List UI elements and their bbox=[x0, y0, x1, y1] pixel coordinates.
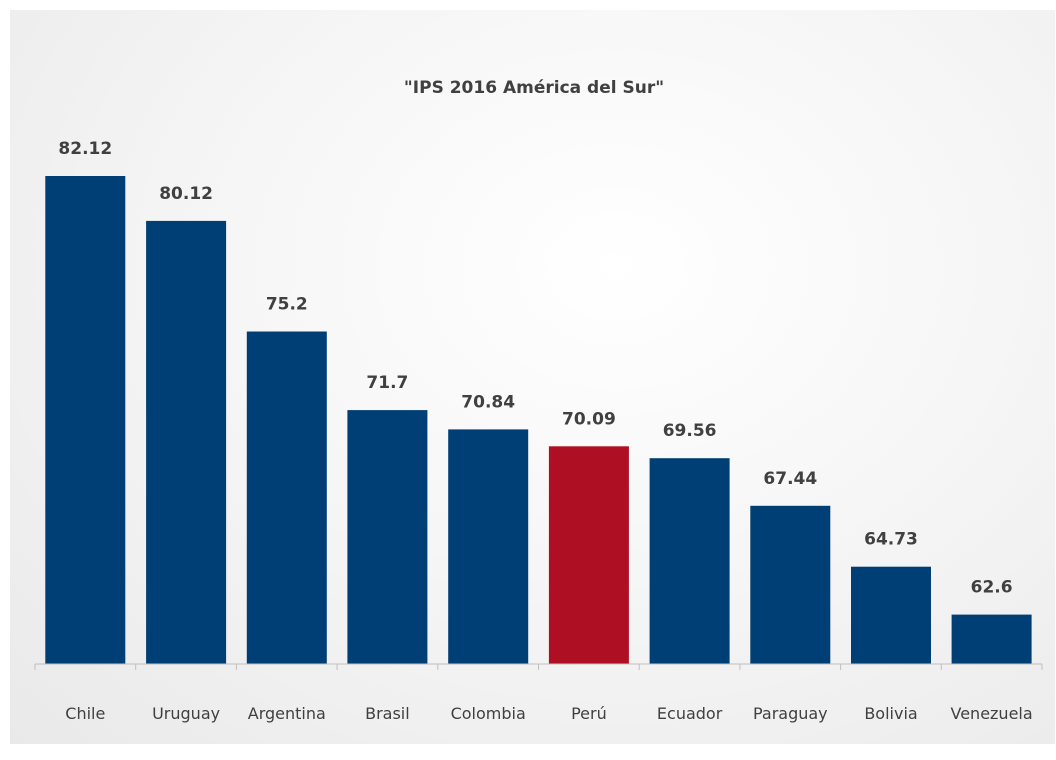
bar-chile bbox=[45, 176, 126, 664]
bar-ecuador bbox=[649, 458, 730, 664]
value-label-bolivia: 64.73 bbox=[864, 530, 918, 550]
value-label-venezuela: 62.6 bbox=[971, 578, 1013, 598]
tick-label-chile: Chile bbox=[65, 704, 105, 723]
value-label-peru: 70.09 bbox=[562, 409, 616, 429]
tick-label-venezuela: Venezuela bbox=[951, 704, 1033, 723]
bar-colombia bbox=[448, 429, 529, 664]
tick-label-peru: Perú bbox=[571, 704, 607, 723]
value-label-ecuador: 69.56 bbox=[663, 421, 717, 441]
bar-brasil bbox=[347, 410, 428, 664]
bars bbox=[45, 176, 1032, 664]
tick-label-ecuador: Ecuador bbox=[657, 704, 723, 723]
bar-bolivia bbox=[851, 566, 931, 664]
tick-label-uruguay: Uruguay bbox=[152, 704, 220, 723]
bar-uruguay bbox=[146, 220, 227, 664]
x-tick-labels: Chile Uruguay Argentina Brasil Colombia Perú E… bbox=[65, 704, 1032, 723]
tick-label-colombia: Colombia bbox=[451, 704, 526, 723]
bar-peru bbox=[548, 446, 629, 664]
tick-label-brasil: Brasil bbox=[365, 704, 410, 723]
x-axis bbox=[34, 663, 1043, 670]
value-labels: 82.12 80.12 75.2 71.7 70.84 70.09 69.56 67.44 64… bbox=[58, 139, 1012, 598]
value-label-uruguay: 80.12 bbox=[159, 184, 213, 204]
tick-label-bolivia: Bolivia bbox=[864, 704, 917, 723]
bar-argentina bbox=[246, 331, 327, 664]
value-label-argentina: 75.2 bbox=[266, 295, 308, 315]
value-label-brasil: 71.7 bbox=[366, 373, 408, 393]
chart-title: "IPS 2016 América del Sur" bbox=[404, 78, 664, 98]
value-label-chile: 82.12 bbox=[58, 139, 112, 159]
tick-label-paraguay: Paraguay bbox=[753, 704, 828, 723]
bar-venezuela bbox=[951, 614, 1032, 664]
tick-label-argentina: Argentina bbox=[248, 704, 326, 723]
value-label-colombia: 70.84 bbox=[461, 392, 515, 412]
value-label-paraguay: 67.44 bbox=[763, 469, 817, 489]
bar-paraguay bbox=[750, 505, 831, 664]
